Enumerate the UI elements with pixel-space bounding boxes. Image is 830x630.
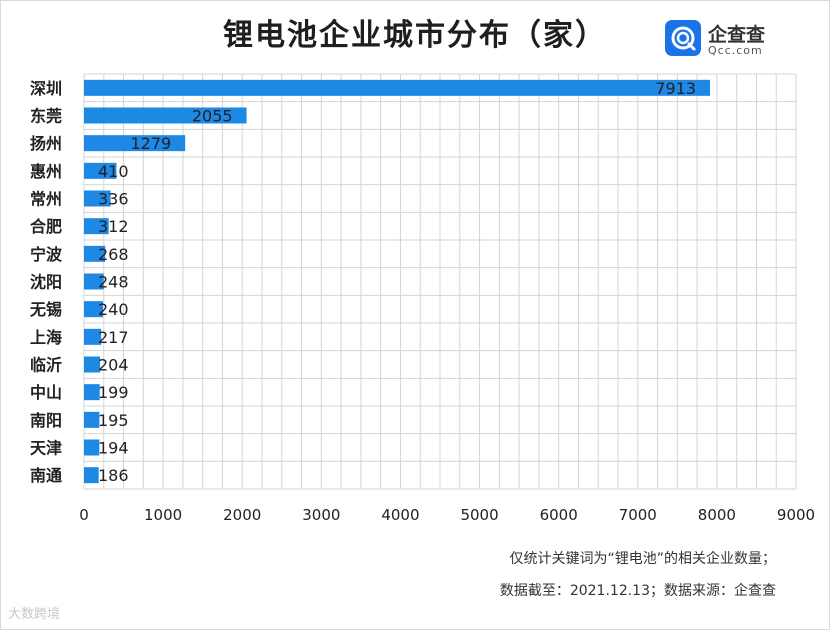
- bar-2: [84, 107, 247, 124]
- category-label: 合肥: [30, 217, 62, 236]
- bar-13: [84, 411, 100, 428]
- category-label: 南通: [30, 466, 62, 485]
- category-label: 上海: [30, 328, 62, 347]
- brand-name: 企查查: [708, 24, 766, 46]
- bar-14: [84, 439, 100, 456]
- value-label: 195: [98, 411, 129, 430]
- chart-title: 锂电池企业城市分布（家）: [223, 18, 607, 53]
- value-label: 217: [98, 328, 129, 347]
- x-tick-label: 8000: [698, 506, 736, 524]
- brand-url: Qcc.com: [708, 44, 763, 57]
- bar-4: [84, 162, 117, 179]
- x-tick-label: 2000: [223, 506, 261, 524]
- bar-3: [84, 135, 186, 152]
- category-label: 无锡: [29, 300, 62, 319]
- value-label: 248: [98, 273, 129, 292]
- category-label: 东莞: [30, 107, 62, 126]
- category-label: 惠州: [30, 162, 62, 181]
- bar-9: [84, 301, 103, 318]
- value-label: 2055: [192, 107, 233, 126]
- value-label: 194: [98, 439, 129, 458]
- category-label: 沈阳: [30, 273, 62, 292]
- category-label: 宁波: [30, 245, 63, 264]
- category-label: 南阳: [30, 411, 62, 430]
- bar-8: [84, 273, 104, 290]
- footnote-scope: 仅统计关键词为“锂电池”的相关企业数量；: [509, 551, 776, 567]
- category-label: 扬州: [30, 134, 62, 153]
- value-label: 1279: [130, 134, 171, 153]
- category-label: 中山: [30, 383, 62, 402]
- x-tick-label: 7000: [619, 506, 657, 524]
- x-tick-label: 9000: [777, 506, 815, 524]
- bar-11: [84, 356, 101, 373]
- category-label: 深圳: [30, 79, 62, 98]
- value-label: 7913: [655, 79, 696, 98]
- x-tick-label: 5000: [460, 506, 498, 524]
- bar-12: [84, 384, 100, 401]
- qcc-logo-icon: [665, 20, 701, 56]
- bar-10: [84, 328, 102, 345]
- brand-logo: 企查查 Qcc.com: [665, 20, 785, 60]
- value-label: 186: [98, 466, 129, 485]
- x-tick-label: 3000: [302, 506, 340, 524]
- value-label: 204: [98, 356, 129, 375]
- x-tick-label: 0: [79, 506, 89, 524]
- value-label: 336: [98, 190, 129, 209]
- value-label: 199: [98, 383, 129, 402]
- bar-5: [84, 190, 111, 207]
- category-label: 天津: [30, 439, 62, 458]
- value-label: 312: [98, 217, 129, 236]
- value-label: 410: [98, 162, 129, 181]
- watermark-text: 大数跨境: [8, 607, 61, 622]
- x-tick-label: 4000: [381, 506, 419, 524]
- value-label: 240: [98, 300, 129, 319]
- x-tick-label: 6000: [540, 506, 578, 524]
- bar-15: [84, 467, 99, 484]
- x-tick-label: 1000: [144, 506, 182, 524]
- category-label: 临沂: [30, 356, 62, 375]
- bar-7: [84, 245, 106, 262]
- bar-1: [84, 79, 711, 96]
- category-label: 常州: [30, 190, 62, 209]
- bar-6: [84, 218, 109, 235]
- value-label: 268: [98, 245, 129, 264]
- footnote-source: 数据截至：2021.12.13；数据来源：企查查: [499, 583, 776, 599]
